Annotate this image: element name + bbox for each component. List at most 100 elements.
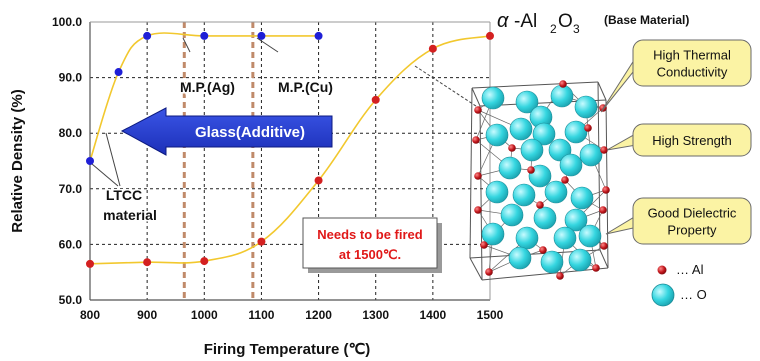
melting-point-markers: [182, 22, 255, 300]
ltcc-label-line1: LTCC: [106, 187, 142, 203]
unit-cell-edge: [605, 99, 609, 269]
x-tick-label: 1500: [477, 308, 504, 322]
aluminum-atom: [602, 186, 610, 194]
aluminum-atom: [474, 172, 482, 180]
ltcc-pointer-2: [105, 132, 121, 187]
aluminum-atom: [527, 166, 535, 174]
y-tick-label: 80.0: [59, 126, 83, 140]
oxygen-atom: [559, 153, 583, 177]
oxygen-atom: [578, 224, 602, 248]
ltcc-label-line2: material: [103, 207, 157, 223]
x-tick-label: 1100: [248, 308, 274, 322]
oxygen-atom: [544, 180, 568, 204]
data-point: [114, 68, 123, 77]
data-point: [86, 259, 94, 268]
glass-arrow-label: Glass(Additive): [195, 124, 305, 141]
oxygen-atom: [553, 226, 577, 250]
unit-cell-edge: [481, 267, 609, 281]
callout-bubble: [632, 123, 752, 157]
series-line: [89, 35, 491, 265]
unit-cell-edge: [479, 105, 483, 281]
mp-cu-label: M.P.(Cu): [278, 79, 333, 95]
x-tick-label: 900: [137, 308, 157, 322]
legend-o-label: … O: [680, 287, 707, 302]
y-tick-label: 70.0: [59, 182, 83, 196]
oxygen-atom: [570, 186, 594, 210]
alpha-symbol: α: [497, 10, 509, 32]
crystal-pointer: [414, 65, 483, 111]
oxygen-atom: [568, 248, 592, 272]
oxygen-atom: [481, 222, 505, 246]
data-series: [86, 31, 494, 268]
oxygen-atom: [500, 203, 524, 227]
atom-legend: … Al … O: [651, 262, 707, 307]
x-axis-title: Firing Temperature (℃): [204, 341, 371, 358]
aluminum-atom: [474, 106, 482, 114]
data-point: [143, 31, 152, 40]
aluminum-atom: [592, 264, 600, 272]
oxygen-atom: [508, 246, 532, 270]
crystal-structure: [469, 80, 610, 281]
fired-note-line2: at 1500℃.: [339, 247, 401, 262]
oxygen-atom: [532, 122, 556, 146]
oxygen-atom: [485, 123, 509, 147]
formula-al: -Al: [514, 11, 537, 32]
aluminum-atom: [539, 246, 547, 254]
data-point: [200, 31, 209, 40]
annotation-mp-cu: M.P.(Cu): [256, 37, 334, 97]
oxygen-atom: [485, 180, 509, 204]
data-point: [371, 95, 380, 104]
aluminum-atom: [480, 241, 488, 249]
data-point: [257, 31, 266, 40]
tick-labels: 800 900 1000 1100 1200 1300 1400 1500 50.0 60.0 70…: [52, 15, 504, 322]
annotation-mp-ag: M.P.(Ag): [179, 37, 236, 97]
legend-al-swatch: [657, 265, 667, 275]
oxygen-atom: [498, 156, 522, 180]
unit-cell-edge: [469, 87, 473, 259]
callout-text: Property: [667, 223, 717, 238]
data-point: [314, 176, 323, 185]
unit-cell-edge: [597, 81, 607, 101]
y-tick-label: 50.0: [59, 293, 83, 307]
aluminum-atom: [600, 146, 608, 154]
callout-text: High Strength: [652, 133, 732, 148]
aluminum-atom: [485, 268, 493, 276]
mp-ag-label: M.P.(Ag): [180, 79, 235, 95]
x-tick-label: 1400: [420, 308, 447, 322]
unit-cell-edge: [597, 81, 601, 251]
glass-arrow-shape: [120, 107, 333, 156]
glass-additive-arrow: Glass(Additive): [120, 107, 333, 156]
property-callout: High Thermal Conductivity: [600, 39, 752, 113]
mp-ag-pointer: [182, 37, 191, 53]
unit-cell-edge: [471, 87, 481, 107]
callout-bubble: [632, 197, 752, 245]
fired-note-frame: [302, 217, 438, 269]
oxygen-atom: [564, 120, 588, 144]
callout-text: Conductivity: [657, 65, 728, 80]
oxygen-atom: [512, 183, 536, 207]
oxygen-atom: [533, 206, 557, 230]
aluminum-atom: [561, 176, 569, 184]
aluminum-atom: [536, 201, 544, 209]
oxygen-atom: [574, 95, 598, 119]
oxygen-atom: [515, 226, 539, 250]
aluminum-atom: [584, 124, 592, 132]
aluminum-atom: [508, 144, 516, 152]
oxygen-atom: [481, 86, 505, 110]
formula-sub-2: 2: [550, 22, 557, 36]
y-tick-label: 60.0: [59, 237, 83, 251]
aluminum-atom: [599, 206, 607, 214]
legend-al-label: … Al: [676, 262, 704, 277]
x-tick-label: 1300: [362, 308, 389, 322]
unit-cell-edge: [469, 257, 483, 281]
callout-pointer: [606, 133, 636, 151]
base-material-note: (Base Material): [604, 13, 689, 27]
x-tick-label: 1000: [191, 308, 218, 322]
aluminum-atom: [559, 80, 567, 88]
crystal-title: α -Al 2 O 3 (Base Material): [497, 10, 689, 36]
oxygen-atom: [540, 250, 564, 274]
y-tick-label: 100.0: [52, 15, 82, 29]
y-axis-title: Relative Density (%): [9, 89, 26, 232]
aluminum-atom: [556, 272, 564, 280]
